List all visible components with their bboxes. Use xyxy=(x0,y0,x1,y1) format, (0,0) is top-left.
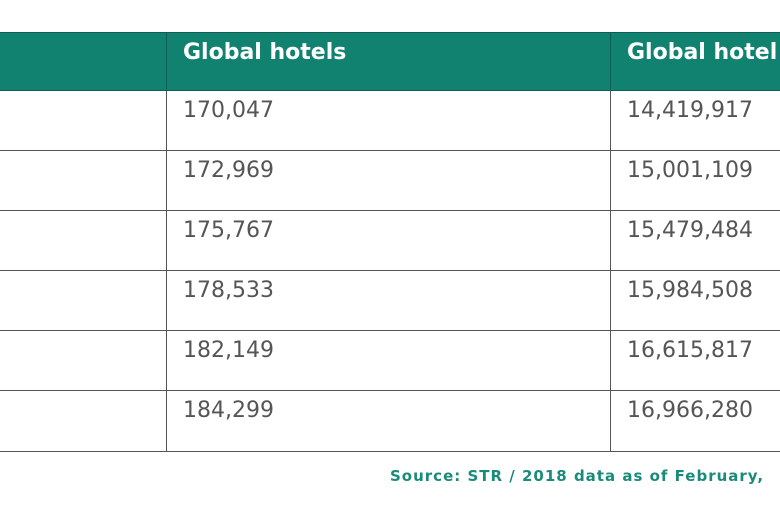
table-header-row: Global hotels Global hotel xyxy=(0,32,780,91)
table-row: 178,533 15,984,508 xyxy=(0,270,780,331)
table-cell-r4-c2: 16,615,817 xyxy=(610,330,780,391)
table-row: 175,767 15,479,484 xyxy=(0,210,780,271)
table-cell-r2-c2: 15,479,484 xyxy=(610,210,780,271)
table-cell-r0-c0 xyxy=(0,90,167,151)
table-cell-r3-c2: 15,984,508 xyxy=(610,270,780,331)
table-cell-r5-c2: 16,966,280 xyxy=(610,390,780,452)
column-header-0 xyxy=(0,32,167,91)
table-row: 172,969 15,001,109 xyxy=(0,150,780,211)
table-cell-r0-c1: 170,047 xyxy=(166,90,611,151)
table-cell-r2-c0 xyxy=(0,210,167,271)
column-header-1: Global hotels xyxy=(166,32,611,91)
data-table-container: Global hotels Global hotel 170,047 14,419,… xyxy=(0,32,780,453)
table-cell-r0-c2: 14,419,917 xyxy=(610,90,780,151)
table-row: 182,149 16,615,817 xyxy=(0,330,780,391)
table-cell-r2-c1: 175,767 xyxy=(166,210,611,271)
table-cell-r3-c0 xyxy=(0,270,167,331)
table-cell-r1-c1: 172,969 xyxy=(166,150,611,211)
table-cell-r5-c0 xyxy=(0,390,167,452)
hotel-data-table: Global hotels Global hotel 170,047 14,419,… xyxy=(0,32,780,452)
table-cell-r5-c1: 184,299 xyxy=(166,390,611,452)
table-row: 170,047 14,419,917 xyxy=(0,90,780,151)
table-row: 184,299 16,966,280 xyxy=(0,390,780,452)
table-cell-r3-c1: 178,533 xyxy=(166,270,611,331)
table-cell-r4-c0 xyxy=(0,330,167,391)
table-cell-r1-c0 xyxy=(0,150,167,211)
column-header-2: Global hotel xyxy=(610,32,780,91)
table-cell-r1-c2: 15,001,109 xyxy=(610,150,780,211)
table-cell-r4-c1: 182,149 xyxy=(166,330,611,391)
source-note: Source: STR / 2018 data as of February, xyxy=(390,467,765,485)
